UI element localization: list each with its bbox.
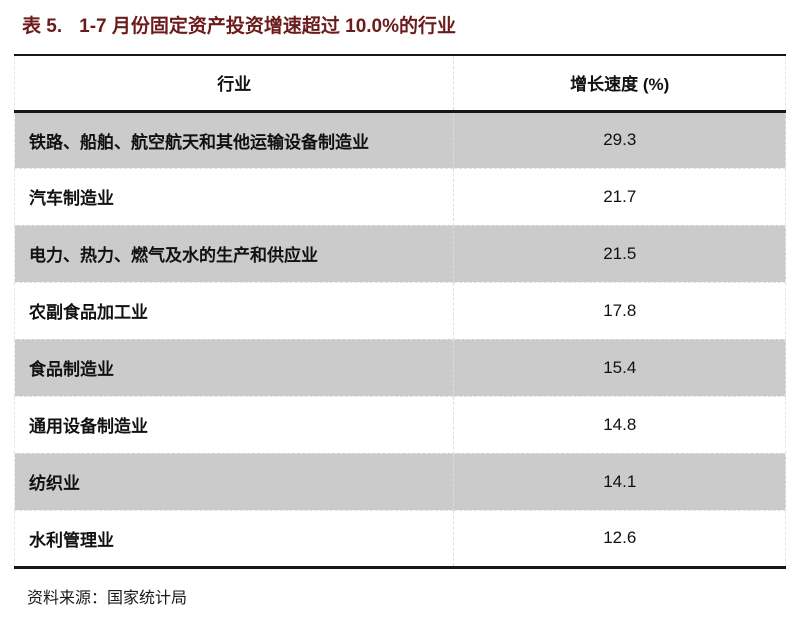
table-row: 纺织业 14.1 [14,453,786,510]
table-row: 水利管理业 12.6 [14,510,786,567]
industry-growth-table: 行业 增长速度 (%) 铁路、船舶、航空航天和其他运输设备制造业 29.3 汽车… [14,54,786,569]
table-row: 食品制造业 15.4 [14,339,786,396]
table-header-row: 行业 增长速度 (%) [14,55,786,113]
growth-cell: 29.3 [453,111,786,168]
table-row: 铁路、船舶、航空航天和其他运输设备制造业 29.3 [14,111,786,168]
industry-cell: 纺织业 [29,474,80,493]
table-caption-number: 表 5. [22,16,63,37]
table-row: 汽车制造业 21.7 [14,168,786,225]
industry-cell: 电力、热力、燃气及水的生产和供应业 [29,246,318,265]
industry-cell: 铁路、船舶、航空航天和其他运输设备制造业 [29,132,369,152]
data-source-note: 资料来源：国家统计局 [27,589,188,607]
growth-cell: 14.1 [453,453,786,510]
growth-cell: 21.5 [453,225,786,282]
table-row: 农副食品加工业 17.8 [14,282,786,339]
column-header-industry: 行业 [14,55,454,113]
industry-cell: 汽车制造业 [29,189,114,208]
growth-cell: 12.6 [453,510,786,567]
growth-cell: 14.8 [453,396,786,453]
growth-cell: 21.7 [453,168,786,225]
table-caption-title: 1-7 月份固定资产投资增速超过 10.0%的行业 [79,16,457,37]
industry-cell: 通用设备制造业 [29,417,148,436]
column-header-growth-rate: 增长速度 (%) [453,55,786,113]
growth-cell: 15.4 [453,339,786,396]
table-caption: 表 5. 1-7 月份固定资产投资增速超过 10.0%的行业 [0,0,800,40]
table-row: 通用设备制造业 14.8 [14,396,786,453]
growth-cell: 17.8 [453,282,786,339]
table-row: 电力、热力、燃气及水的生产和供应业 21.5 [14,225,786,282]
industry-cell: 农副食品加工业 [29,303,148,322]
industry-cell: 水利管理业 [29,530,114,550]
industry-cell: 食品制造业 [29,360,114,379]
